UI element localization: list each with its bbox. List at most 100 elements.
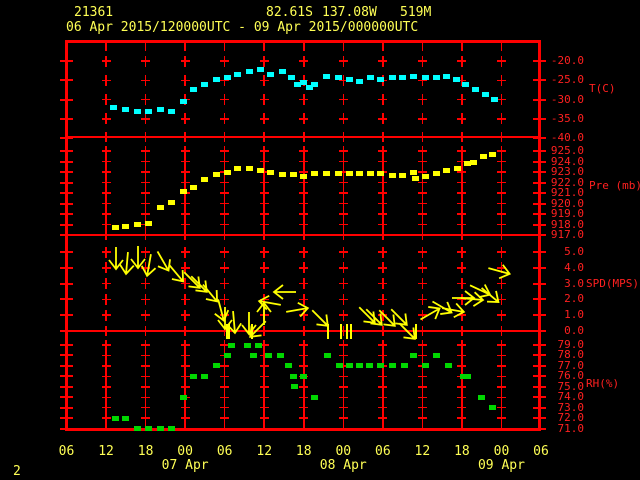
grid-cross-vertical [184,230,186,240]
wind-calm-bar [340,324,343,339]
temperature-point [410,73,418,79]
grid-cross-horizontal [299,118,309,120]
grid-cross-horizontal [101,79,111,81]
frame-tick [533,98,546,101]
pressure-point [367,170,375,176]
pressure-point [399,172,407,178]
grid-cross-horizontal [259,396,269,398]
humidity-point [168,426,176,432]
grid-cross-vertical [263,419,265,429]
x-tick-label: 00 [493,444,510,459]
humidity-point [122,415,130,421]
grid-cross-horizontal [220,365,230,367]
grid-cross-horizontal [101,171,111,173]
wind-arrow [365,308,383,326]
humidity-point [134,426,142,432]
y-tick-label-humidity: 76.0 [557,369,585,383]
grid-cross-horizontal [338,213,348,215]
frame-tick [533,223,546,226]
grid-cross-vertical [144,230,147,240]
grid-cross-horizontal [220,60,230,62]
grid-cross-horizontal [180,365,190,367]
grid-cross-horizontal [496,150,506,152]
humidity-point [190,373,198,379]
page-number: 2 [13,464,21,479]
x-tick-label: 18 [454,444,470,459]
grid-cross-horizontal [259,406,269,409]
frame-tick [533,202,546,205]
grid-cross-horizontal [259,79,269,81]
humidity-point [212,363,220,369]
frame-tick [60,202,73,205]
frame-tick [533,427,546,430]
temperature-point [443,73,451,79]
grid-cross-vertical [263,326,265,336]
grid-cross-horizontal [496,192,506,194]
grid-cross-horizontal [417,98,427,101]
grid-cross-horizontal [180,298,190,301]
frame-tick [60,251,73,253]
frame-tick [533,160,546,163]
frame-tick [60,406,73,409]
grid-cross-horizontal [457,314,467,316]
x-date-label: 09 Apr [477,458,525,473]
grid-cross-vertical [223,230,226,240]
temperature-point [156,106,164,112]
grid-cross-horizontal [101,251,111,253]
grid-cross-horizontal [101,60,111,62]
humidity-point [249,352,257,358]
grid-cross-horizontal [101,314,111,316]
humidity-point [356,363,364,369]
grid-cross-horizontal [180,118,190,120]
grid-cross-horizontal [378,202,388,205]
humidity-point [299,373,307,379]
x-tick-label: 06 [58,444,75,459]
y-tick-label-pressure: 919.0 [550,207,584,220]
grid-cross-horizontal [417,417,427,419]
grid-cross-horizontal [378,406,388,409]
grid-cross-horizontal [338,60,348,62]
grid-cross-horizontal [338,417,348,419]
frame-tick [533,364,546,367]
grid-cross-horizontal [299,406,309,409]
grid-cross-horizontal [180,160,190,163]
grid-cross-vertical [184,326,186,336]
grid-cross-horizontal [141,417,151,419]
wind-calm-bar [228,324,231,339]
frame-tick [533,266,546,269]
grid-cross-horizontal [180,202,190,205]
grid-cross-horizontal [338,171,348,173]
grid-cross-vertical [421,132,424,142]
grid-cross-horizontal [457,98,467,101]
frame-tick [60,282,73,285]
pressure-point [356,170,364,176]
frame-tick [533,385,546,388]
grid-cross-horizontal [101,150,111,152]
humidity-point [478,394,486,400]
humidity-point [285,363,293,369]
grid-cross-horizontal [338,150,348,152]
humidity-point [323,352,331,358]
grid-cross-horizontal [180,354,190,357]
grid-cross-horizontal [299,282,309,285]
y-tick-label-pressure: 918.0 [550,217,584,231]
temperature-point [267,71,275,77]
wind-calm-bar [345,324,348,339]
station-id: 21361 [74,5,114,20]
grid-cross-horizontal [378,354,388,357]
x-tick-label: 18 [137,444,154,459]
pressure-point [157,205,165,211]
grid-cross-vertical [382,132,384,142]
grid-cross-horizontal [496,282,506,285]
temperature-point [245,68,253,74]
grid-cross-horizontal [496,60,506,62]
humidity-point [291,384,299,390]
wind-arrow [257,294,282,310]
grid-cross-horizontal [299,192,309,194]
x-tick-label: 12 [256,444,273,459]
humidity-point [228,342,236,348]
grid-cross-horizontal [259,386,269,388]
grid-cross-horizontal [496,160,506,163]
temperature-point [212,77,220,83]
grid-cross-horizontal [496,386,506,388]
